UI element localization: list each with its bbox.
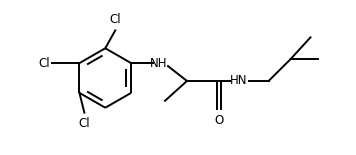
Text: Cl: Cl bbox=[109, 13, 121, 27]
Text: NH: NH bbox=[150, 57, 168, 70]
Text: Cl: Cl bbox=[79, 117, 90, 130]
Text: Cl: Cl bbox=[38, 57, 49, 70]
Text: O: O bbox=[214, 114, 224, 127]
Text: HN: HN bbox=[230, 74, 247, 87]
